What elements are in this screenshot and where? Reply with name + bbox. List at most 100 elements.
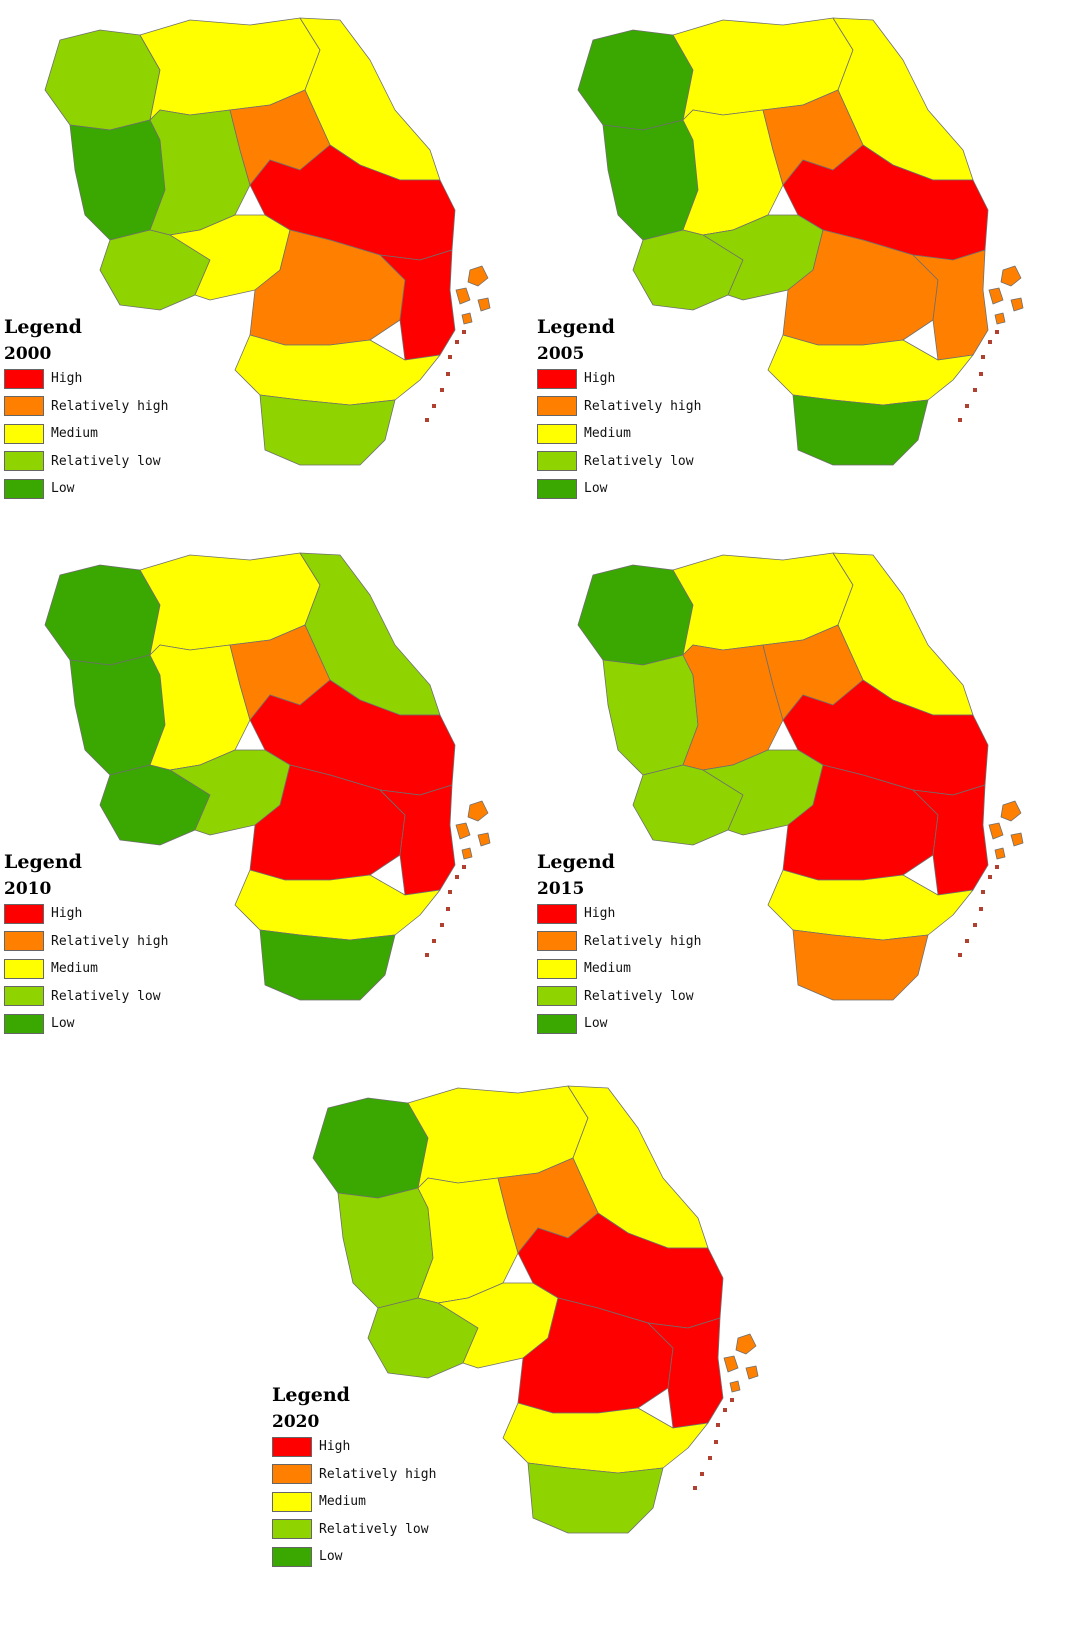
legend-title: Legend [4, 316, 82, 338]
legend-item-relatively-low: Relatively low [272, 1516, 436, 1544]
legend-year: 2020 [272, 1412, 320, 1432]
legend-label: Relatively low [51, 988, 161, 1004]
region-islands [455, 265, 491, 325]
legend-swatch [4, 368, 44, 389]
offshore-island-mark [455, 340, 459, 344]
legend-item-relatively-high: Relatively high [537, 928, 701, 956]
region-east-coast [379, 249, 456, 361]
map-panel-2000: Legend 2000 High Relatively high Medium Rel… [0, 0, 520, 545]
legend-swatch [537, 1013, 577, 1034]
legend-item-high: High [537, 900, 701, 928]
legend-swatch [4, 903, 44, 924]
offshore-island-mark [455, 875, 459, 879]
offshore-island-mark [462, 330, 466, 334]
map-panel-2015: Legend 2015 High Relatively high Medium Rel… [533, 535, 1053, 1080]
choropleth-map [577, 552, 1024, 1001]
legend-label: High [584, 906, 616, 922]
offshore-island-mark [440, 923, 444, 927]
region-south-tip [792, 394, 929, 466]
legend-item-high: High [537, 365, 701, 393]
region-west [602, 654, 699, 776]
legend-rows: High Relatively high Medium Relatively low L… [272, 1433, 436, 1571]
region-nw [44, 564, 161, 666]
legend-label: Low [319, 1549, 343, 1565]
legend-year: 2005 [537, 344, 585, 364]
legend-swatch [272, 1436, 312, 1457]
legend-label: Medium [51, 426, 98, 442]
offshore-island-mark [716, 1423, 720, 1427]
region-east-coast [647, 1317, 724, 1429]
legend-label: Relatively low [319, 1521, 429, 1537]
region-nw [44, 29, 161, 131]
offshore-island-mark [995, 330, 999, 334]
legend: Legend 2015 High Relatively high Medium Rel… [537, 851, 701, 1038]
legend-item-medium: Medium [272, 1488, 436, 1516]
legend-label: High [51, 906, 83, 922]
offshore-island-mark [700, 1472, 704, 1476]
legend-swatch [272, 1464, 312, 1485]
legend-year: 2010 [4, 879, 52, 899]
legend: Legend 2000 High Relatively high Medium Rel… [4, 316, 168, 503]
offshore-island-mark [425, 418, 429, 422]
legend-item-medium: Medium [537, 955, 701, 983]
legend-swatch [272, 1491, 312, 1512]
region-nw [577, 564, 694, 666]
legend-item-relatively-high: Relatively high [537, 393, 701, 421]
offshore-island-mark [432, 939, 436, 943]
legend-year: 2015 [537, 879, 585, 899]
region-islands [723, 1333, 759, 1393]
region-south-tip [527, 1462, 664, 1534]
legend-item-relatively-high: Relatively high [4, 928, 168, 956]
offshore-island-mark [995, 865, 999, 869]
region-west [602, 119, 699, 241]
region-islands [455, 800, 491, 860]
legend-item-high: High [4, 900, 168, 928]
offshore-island-mark [448, 890, 452, 894]
map-panel-2010: Legend 2010 High Relatively high Medium Rel… [0, 535, 520, 1080]
offshore-island-mark [988, 875, 992, 879]
offshore-island-mark [965, 939, 969, 943]
legend-label: Medium [51, 961, 98, 977]
offshore-island-mark [979, 372, 983, 376]
legend-swatch [537, 423, 577, 444]
legend: Legend 2020 High Relatively high Medium Rel… [272, 1384, 436, 1571]
legend-swatch [537, 931, 577, 952]
offshore-island-mark [446, 372, 450, 376]
map-panel-2020: Legend 2020 High Relatively high Medium Rel… [268, 1068, 788, 1613]
legend-item-relatively-low: Relatively low [537, 448, 701, 476]
legend-item-high: High [4, 365, 168, 393]
region-west [69, 119, 166, 241]
choropleth-map [44, 552, 491, 1001]
legend-swatch [537, 396, 577, 417]
legend-item-relatively-low: Relatively low [4, 983, 168, 1011]
legend-title: Legend [272, 1384, 350, 1406]
legend-item-medium: Medium [537, 420, 701, 448]
offshore-island-mark [979, 907, 983, 911]
legend-swatch [4, 451, 44, 472]
legend-item-relatively-low: Relatively low [4, 448, 168, 476]
legend-label: High [319, 1439, 351, 1455]
legend-swatch [537, 986, 577, 1007]
offshore-island-mark [440, 388, 444, 392]
offshore-island-mark [958, 418, 962, 422]
offshore-island-mark [723, 1408, 727, 1412]
offshore-island-mark [693, 1486, 697, 1490]
legend-swatch [4, 1013, 44, 1034]
offshore-island-mark [432, 404, 436, 408]
offshore-island-mark [973, 388, 977, 392]
legend-label: Low [584, 1016, 608, 1032]
region-east-coast [379, 784, 456, 896]
legend-item-relatively-high: Relatively high [272, 1461, 436, 1489]
legend: Legend 2005 High Relatively high Medium Rel… [537, 316, 701, 503]
legend-label: Medium [584, 961, 631, 977]
legend-swatch [537, 478, 577, 499]
legend-item-relatively-low: Relatively low [537, 983, 701, 1011]
legend-swatch [537, 368, 577, 389]
offshore-island-mark [446, 907, 450, 911]
legend-title: Legend [537, 316, 615, 338]
legend-swatch [537, 958, 577, 979]
legend-rows: High Relatively high Medium Relatively low L… [4, 365, 168, 503]
legend: Legend 2010 High Relatively high Medium Rel… [4, 851, 168, 1038]
region-nw [312, 1097, 429, 1199]
legend-label: Relatively high [584, 933, 702, 949]
